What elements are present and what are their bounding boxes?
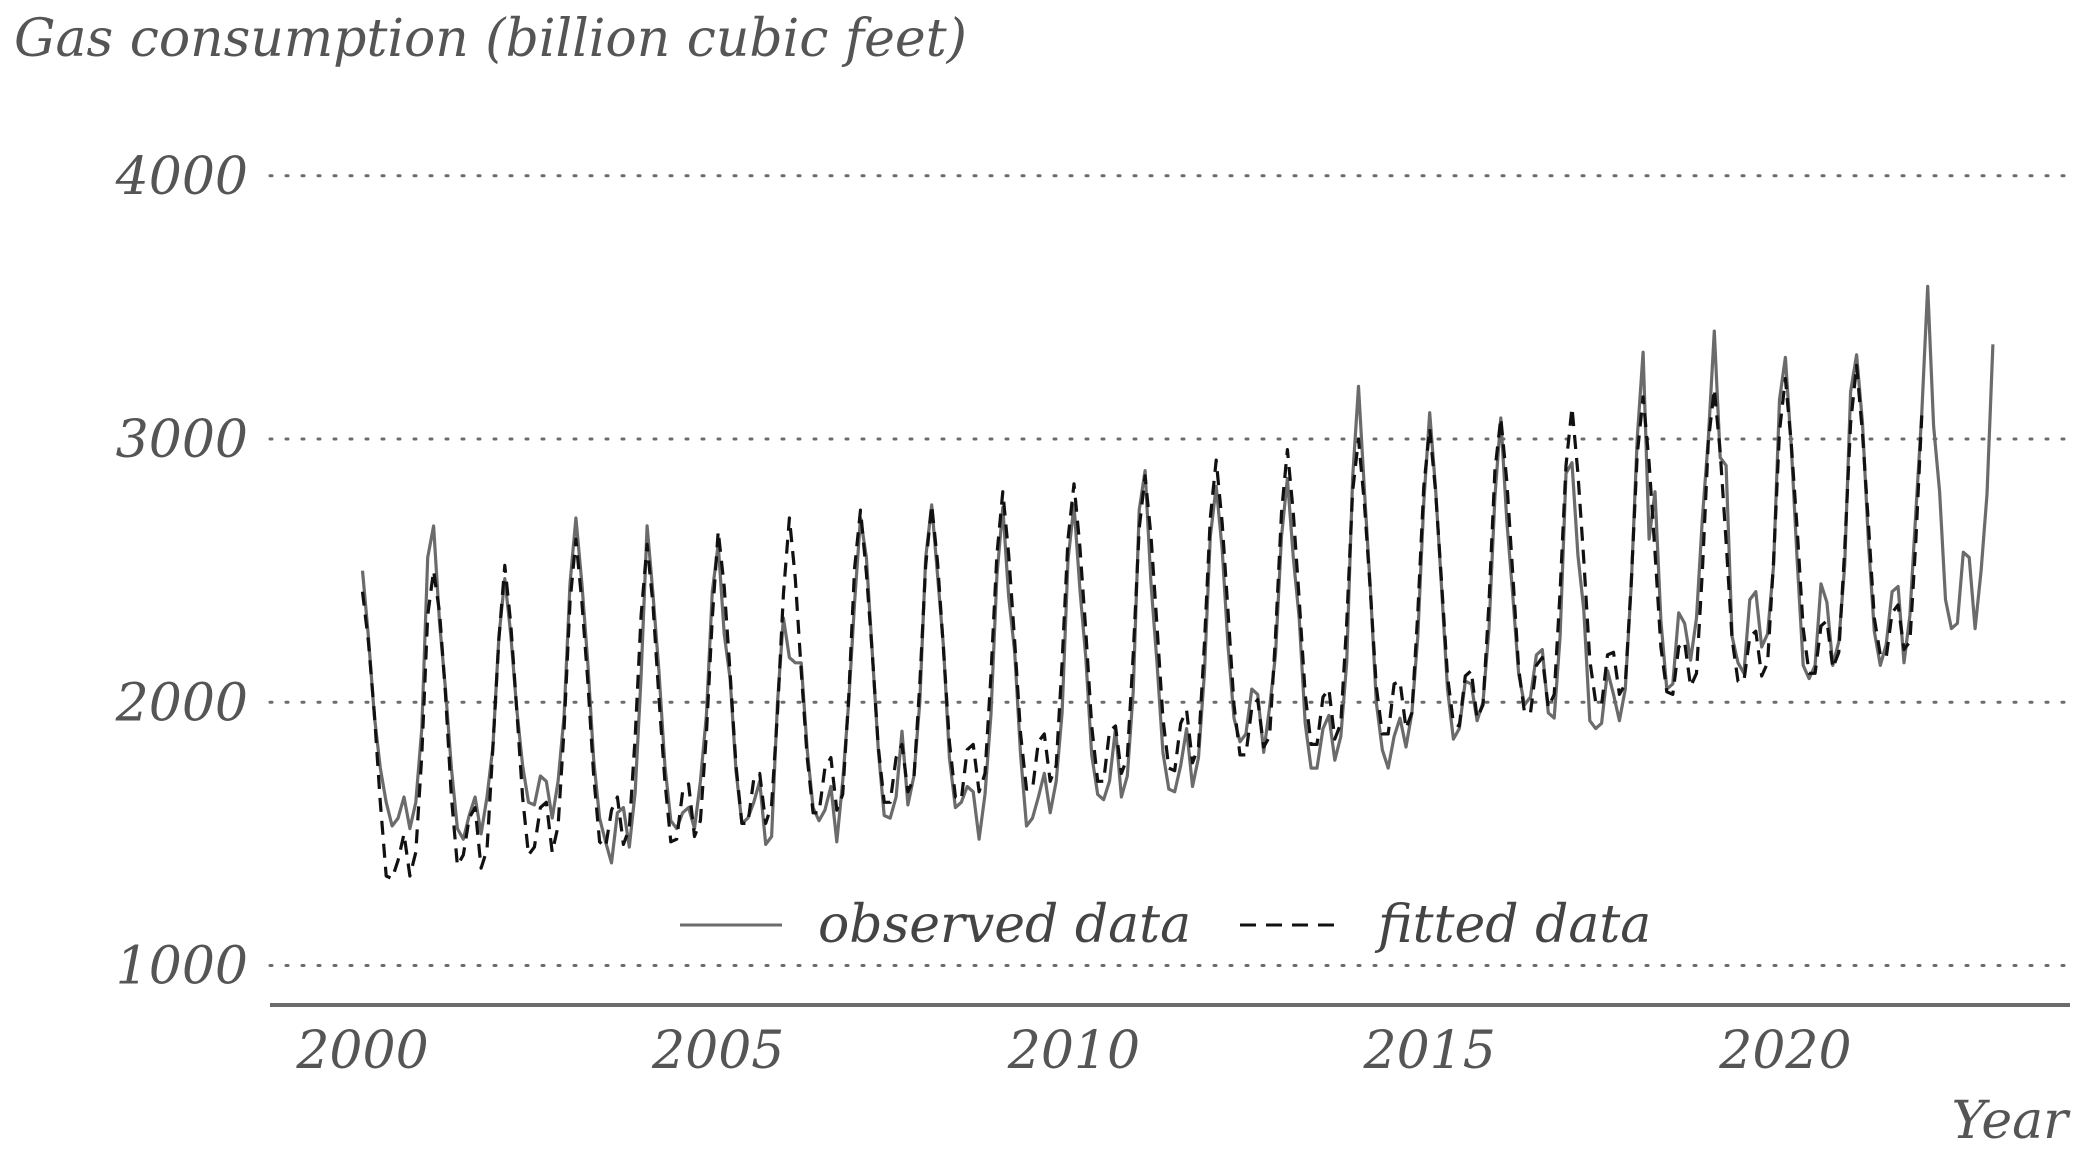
x-axis-label: Year: [1952, 1091, 2072, 1151]
x-tick-label-2020: 2020: [1718, 1021, 1851, 1081]
legend-label-fitted: fitted data: [1374, 895, 1651, 955]
y-tick-label-2000: 2000: [115, 673, 248, 733]
x-tick-label-2015: 2015: [1363, 1021, 1496, 1081]
y-tick-label-4000: 4000: [115, 147, 248, 207]
y-tick-label-3000: 3000: [116, 410, 248, 470]
series-line-fitted: [360, 363, 1924, 881]
series-group: [360, 284, 1995, 881]
x-tick-label-2010: 2010: [1007, 1021, 1140, 1081]
x-tick-label-2000: 2000: [295, 1021, 428, 1081]
x-tick-labels: 2000 2005 2010 2015 2020: [295, 1021, 1851, 1081]
chart-title: Gas consumption (billion cubic feet): [14, 9, 967, 69]
series-line-observed: [360, 284, 1995, 865]
legend: observed data fitted data: [680, 895, 1651, 955]
legend-label-observed: observed data: [818, 895, 1191, 955]
y-tick-label-1000: 1000: [116, 937, 248, 997]
x-tick-label-2005: 2005: [651, 1021, 784, 1081]
y-tick-labels: 1000 2000 3000 4000: [115, 147, 248, 997]
